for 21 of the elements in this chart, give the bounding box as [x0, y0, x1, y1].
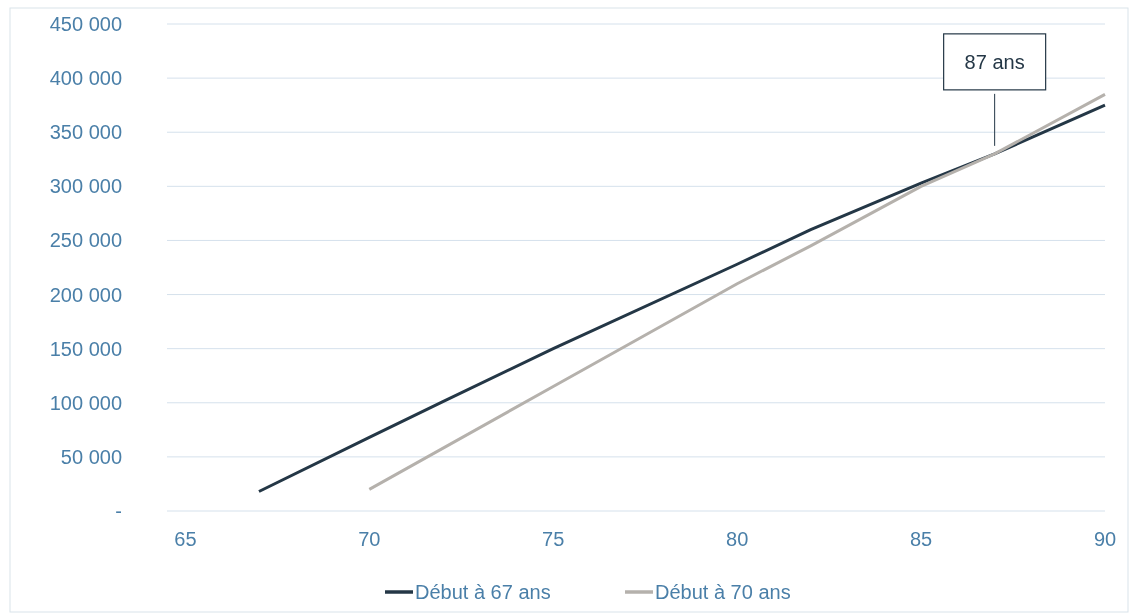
line-series [367, 92, 1107, 491]
y-tick-label: 100 000 [49, 391, 122, 414]
annotation: 87 ans [964, 50, 1025, 73]
x-tick-label: 75 [542, 528, 565, 550]
y-tick-label: 350 000 [49, 121, 122, 144]
x-tick-label: 90 [1093, 528, 1117, 550]
y-tick-label: 450 000 [49, 13, 122, 35]
x-tick-label: 70 [358, 528, 381, 550]
line-series [257, 103, 1107, 494]
legend-label: Début à 67 ans [415, 581, 551, 603]
y-tick-label: 150 000 [49, 337, 122, 360]
y-tick-label: - [115, 500, 122, 522]
y-tick-label: 200 000 [49, 283, 122, 306]
legend-label: Début à 70 ans [655, 581, 791, 603]
y-tick-label: 250 000 [49, 229, 122, 252]
y-tick-label: 50 000 [60, 445, 122, 468]
x-tick-label: 65 [174, 528, 197, 550]
x-tick-label: 80 [726, 528, 749, 550]
y-tick-label: 400 000 [49, 67, 122, 90]
y-tick-label: 300 000 [49, 175, 122, 198]
x-tick-label: 85 [909, 528, 933, 550]
